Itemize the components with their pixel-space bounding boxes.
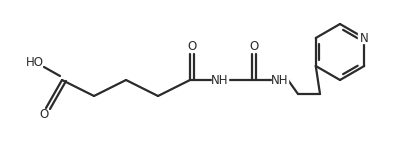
Text: O: O	[39, 109, 49, 122]
Text: O: O	[187, 40, 197, 53]
Text: N: N	[360, 32, 369, 45]
Bar	[212, 75, 228, 85]
Bar	[272, 75, 288, 85]
Text: NH: NH	[211, 74, 229, 87]
Text: HO: HO	[26, 56, 44, 69]
Bar	[358, 33, 370, 43]
Text: O: O	[249, 40, 259, 53]
Text: NH: NH	[271, 74, 289, 87]
